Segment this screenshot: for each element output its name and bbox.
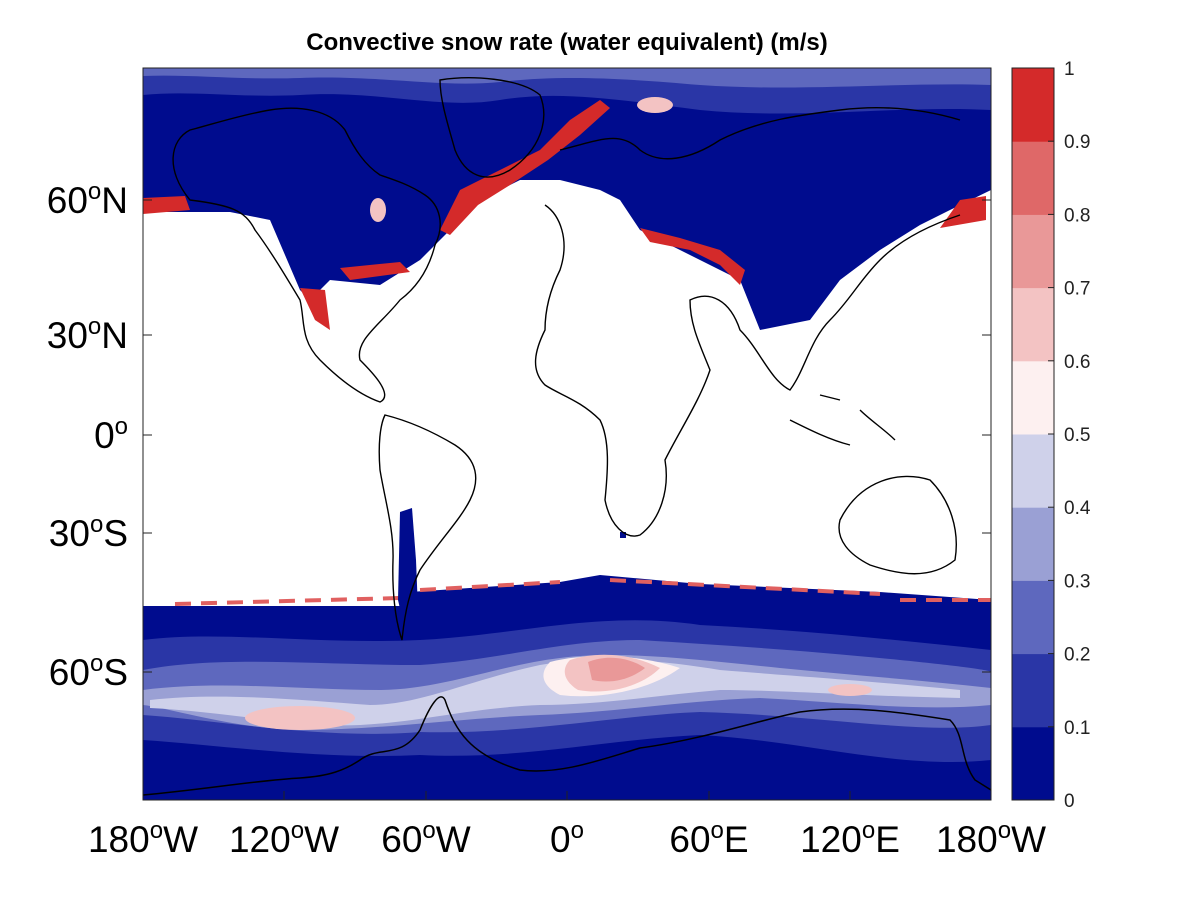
north-edge-eurasia [640, 228, 745, 285]
lon-tick-label-degree-sign: o [291, 817, 304, 844]
lon-tick-label: 180oW [936, 817, 1046, 860]
colorbar-segment [1012, 141, 1054, 215]
lat-tick-label: 30oS [49, 511, 128, 554]
lon-tick-label-degree-sign: o [862, 817, 875, 844]
north-america-coast [172, 107, 441, 403]
lon-tick-label-degree-sign: o [571, 817, 584, 844]
lat-tick-label-degree-sign: o [115, 413, 128, 440]
lat-tick-label-deg: 30 [49, 513, 90, 554]
north-edge-atlantic [440, 100, 610, 235]
colorbar-segment [1012, 580, 1054, 655]
southern-edge-fringe [174, 578, 991, 606]
colorbar-segment [1012, 287, 1054, 362]
lon-tick-label-hemisphere: W [436, 819, 471, 860]
greenland-coast [439, 77, 545, 178]
africa-snow-dot [620, 532, 626, 538]
southern-patch-east [828, 684, 872, 696]
lon-tick-label-hemisphere: W [304, 819, 339, 860]
lon-tick-label: 0o [550, 817, 584, 860]
lat-tick-label-hemisphere: N [101, 180, 128, 221]
lat-tick-label-hemisphere: S [103, 652, 128, 693]
south-america-coast [378, 414, 477, 641]
coastlines [172, 77, 961, 641]
colorbar-segment [1012, 360, 1054, 435]
antarctica-coast [143, 696, 991, 796]
north-band-l2 [143, 68, 991, 88]
north-band-base [143, 68, 991, 330]
southeast-asia-islands [789, 394, 896, 446]
colorbar-tick-label: 0.6 [1064, 352, 1090, 373]
southern-band-l4 [150, 659, 960, 726]
lat-tick-label: 0o [94, 413, 128, 456]
lon-tick-label-deg: 0 [550, 819, 571, 860]
lon-tick-label: 60oW [381, 817, 471, 860]
snow-field [143, 68, 991, 800]
lat-tick-label-hemisphere: S [103, 513, 128, 554]
colorbar-tick-label: 0.8 [1064, 205, 1090, 226]
colorbar-tick-label: 0.1 [1064, 718, 1090, 739]
lat-tick-label-deg: 0 [94, 415, 115, 456]
southern-patch-west [245, 706, 355, 730]
colorbar-tick-label: 0.4 [1064, 498, 1091, 519]
north-edge-asia-east [940, 196, 986, 228]
colorbar-segment [1012, 68, 1054, 142]
arctic-coast [559, 107, 961, 160]
lon-tick-label-hemisphere: E [724, 819, 749, 860]
colorbar-tick-label: 0.2 [1064, 645, 1090, 666]
lon-tick-label: 120oE [800, 817, 900, 860]
lon-tick-label-hemisphere: E [875, 819, 900, 860]
lon-tick-label-deg: 180 [88, 819, 150, 860]
lat-tick-label-degree-sign: o [88, 178, 101, 205]
lat-tick-label-hemisphere: N [101, 315, 128, 356]
colorbar-tick-label: 0.3 [1064, 571, 1090, 592]
lon-tick-label-deg: 120 [800, 819, 862, 860]
colorbar: 1 0.9 0.8 0.7 0.6 0.5 0.4 0.3 0.2 0.1 0 [1011, 59, 1091, 812]
north-edge-america [300, 262, 410, 330]
lat-tick-label-deg: 60 [49, 652, 90, 693]
lat-tick-label-deg: 60 [47, 180, 88, 221]
lon-tick-label-degree-sign: o [711, 817, 724, 844]
lat-tick-label-degree-sign: o [88, 313, 101, 340]
lon-tick-label: 60oE [669, 817, 748, 860]
colorbar-tick-label: 0.7 [1064, 279, 1090, 300]
lon-tick-label: 180oW [88, 817, 198, 860]
colorbar-tick-label: 0.5 [1064, 425, 1090, 446]
australia-coast [838, 475, 957, 575]
lat-tick-label: 60oS [49, 650, 128, 693]
lat-tick-label-deg: 30 [47, 315, 88, 356]
north-patch-barents [637, 97, 673, 113]
colorbar-segment [1012, 214, 1054, 289]
andes-snow [398, 508, 418, 630]
lon-tick-label-deg: 60 [381, 819, 422, 860]
lon-tick-label-deg: 120 [229, 819, 291, 860]
lat-tick-label: 30oN [47, 313, 128, 356]
lon-tick-label-degree-sign: o [422, 817, 435, 844]
colorbar-segment [1012, 653, 1054, 728]
lat-tick-label-degree-sign: o [90, 511, 103, 538]
lon-tick-label-deg: 180 [936, 819, 998, 860]
lon-tick-label-degree-sign: o [998, 817, 1011, 844]
colorbar-tick-label: 0.9 [1064, 132, 1090, 153]
colorbar-segment [1012, 507, 1054, 581]
map-title: Convective snow rate (water equivalent) … [306, 29, 827, 56]
colorbar-segment [1012, 434, 1054, 508]
colorbar-tick-label: 0 [1064, 791, 1075, 812]
lon-tick-label-hemisphere: W [163, 819, 198, 860]
map-area [142, 67, 992, 801]
north-patch-hudson [370, 198, 386, 222]
europe-africa-coast [534, 204, 961, 537]
southern-band-l7 [588, 657, 645, 682]
lon-tick-label-degree-sign: o [150, 817, 163, 844]
lon-tick-label: 120oW [229, 817, 339, 860]
colorbar-segment [1012, 726, 1054, 801]
north-edge-pacific [143, 196, 190, 214]
longitude-axis: 180oW 120oW 60oW 0o 60oE 120oE 180oW [88, 791, 1046, 860]
lat-tick-label: 60oN [47, 178, 128, 221]
lon-tick-label-hemisphere: W [1011, 819, 1046, 860]
colorbar-tick-label: 1 [1064, 59, 1075, 80]
lat-tick-label-degree-sign: o [90, 650, 103, 677]
lon-tick-label-deg: 60 [669, 819, 710, 860]
